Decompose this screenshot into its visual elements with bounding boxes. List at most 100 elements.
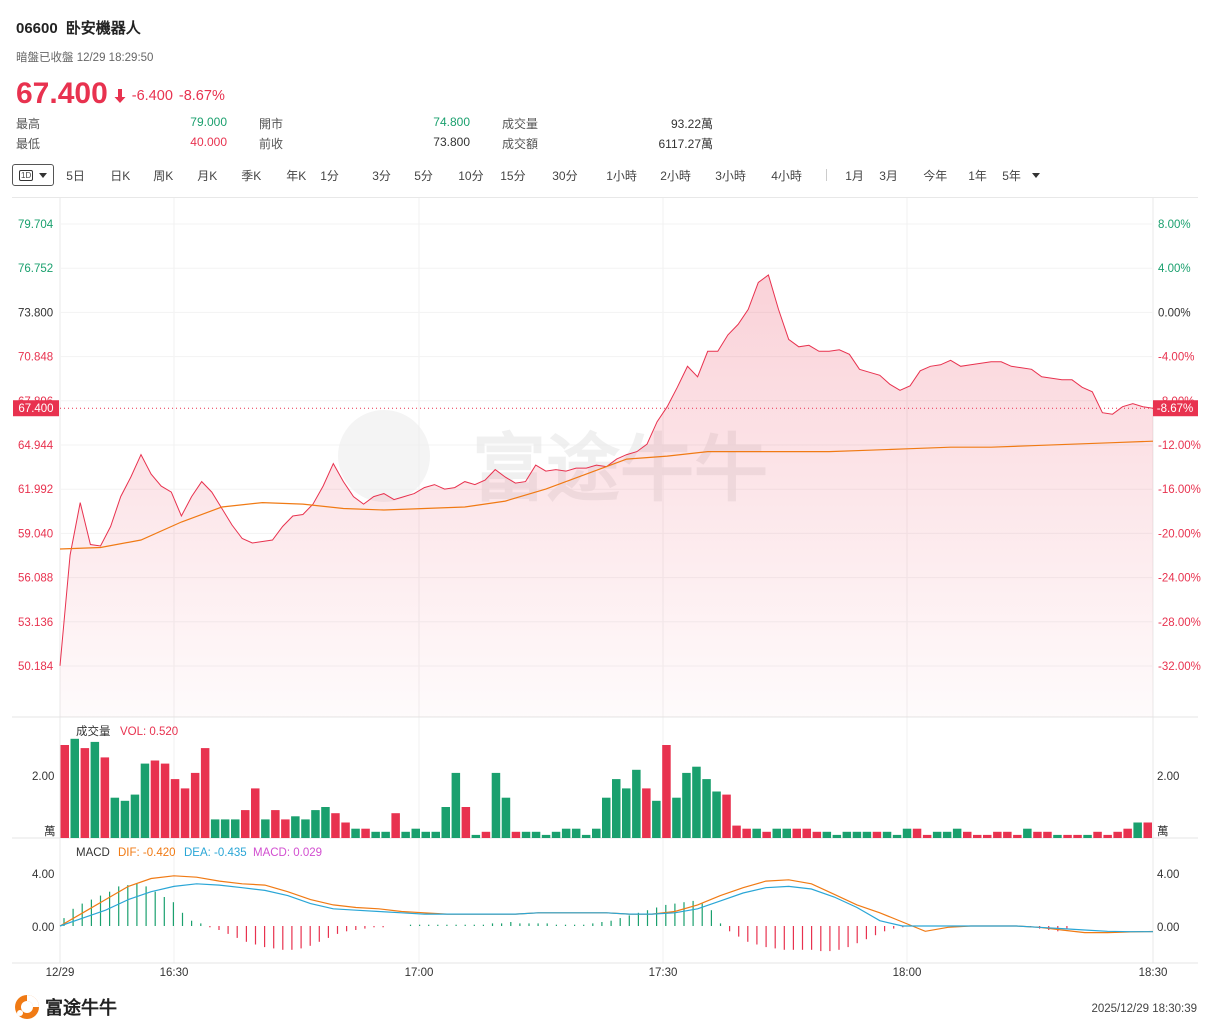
period-tab-range-4[interactable]: 5年 <box>1002 168 1021 183</box>
volume-bar <box>281 819 290 838</box>
volume-bar <box>401 831 410 838</box>
stock-name: 卧安機器人 <box>65 20 141 37</box>
period-tab-0[interactable]: 5日 <box>66 168 85 183</box>
period-tab-4[interactable]: 季K <box>241 168 262 183</box>
period-tab-5[interactable]: 年K <box>286 168 307 183</box>
pct-tick-9: -28.00% <box>1158 617 1201 629</box>
price-row: 67.400 -6.400 -8.67% <box>16 74 225 110</box>
period-tab-range-1[interactable]: 3月 <box>879 168 898 183</box>
period-1d-label: 1D <box>19 169 34 181</box>
volume-bar <box>732 825 741 838</box>
period-tab-range-2[interactable]: 今年 <box>923 168 948 183</box>
period-separator <box>826 169 828 181</box>
macd-histogram <box>63 883 1068 952</box>
period-selector: 1D 5日 日K 周K 月K 季K 年K 1分 3分 5分 10分 15分 30分 1小時 2小時 3小時 4… <box>12 163 1041 187</box>
volume-bar <box>471 834 481 838</box>
volume-bar <box>130 794 140 838</box>
stat-label-high: 最高 <box>16 117 41 131</box>
volume-bar <box>782 828 791 838</box>
volume-bar <box>391 813 400 838</box>
volume-bar <box>722 794 731 838</box>
volume-bar <box>662 745 671 838</box>
stat-label-low: 最低 <box>16 137 41 151</box>
volume-bar <box>1103 834 1112 838</box>
period-tab-3[interactable]: 月K <box>197 168 218 183</box>
stat-value-turnover: 6117.27萬 <box>658 137 714 151</box>
price-change-pct: -8.67% <box>178 88 225 104</box>
macd-dif-line <box>59 875 1154 934</box>
volume-bar <box>160 763 170 838</box>
current-pct-tag-right <box>1153 400 1198 417</box>
volume-bar <box>551 831 561 838</box>
period-tab-11[interactable]: 30分 <box>552 168 578 183</box>
volume-bar <box>602 797 611 838</box>
macd-title: MACD <box>76 847 110 859</box>
current-pct-tag-right-text: -8.67% <box>1157 403 1193 415</box>
period-tab-1[interactable]: 日K <box>110 168 131 183</box>
range-chevron-down-icon[interactable] <box>1032 172 1041 178</box>
period-tab-7[interactable]: 3分 <box>372 168 391 183</box>
volume-bar <box>1123 828 1132 838</box>
period-tab-12[interactable]: 1小時 <box>606 168 637 183</box>
period-tab-13[interactable]: 2小時 <box>660 168 691 183</box>
volume-bar <box>832 834 842 838</box>
time-tick-1: 16:30 <box>160 967 189 978</box>
period-tab-8[interactable]: 5分 <box>414 168 433 183</box>
period-tab-9[interactable]: 10分 <box>458 168 484 183</box>
volume-bar <box>942 831 952 838</box>
volume-bars <box>60 738 1152 838</box>
time-tick-4: 18:00 <box>893 967 922 978</box>
volume-bar <box>932 831 942 838</box>
volume-bar <box>501 797 511 838</box>
intraday-chart: 富途牛牛 79.70476.75273.80070.84867.89664.94… <box>12 198 1201 978</box>
macd-dea-line <box>59 883 1153 933</box>
volume-bar <box>642 788 651 838</box>
macd-hist-value: MACD: 0.029 <box>253 847 322 859</box>
price-tick-9: 53.136 <box>18 617 53 629</box>
volume-bar <box>311 810 320 838</box>
volume-bar <box>902 828 912 838</box>
pct-tick-5: -12.00% <box>1158 440 1201 452</box>
volume-bar <box>170 779 180 838</box>
macd-axis-right-top: 4.00 <box>1157 869 1179 881</box>
current-price: 67.400 <box>16 77 108 110</box>
volume-bar <box>592 828 601 838</box>
volume-bar <box>140 763 150 838</box>
period-tab-2[interactable]: 周K <box>153 168 174 183</box>
volume-bar <box>180 788 190 838</box>
period-tab-14[interactable]: 3小時 <box>715 168 746 183</box>
price-tick-3: 70.848 <box>18 352 53 364</box>
price-tick-1: 76.752 <box>18 263 53 275</box>
volume-bar <box>1003 831 1012 838</box>
period-tab-15[interactable]: 4小時 <box>771 168 802 183</box>
time-tick-0: 12/29 <box>46 967 75 978</box>
time-axis: 12/29 16:30 17:00 17:30 18:00 18:30 <box>46 967 1168 978</box>
volume-bar <box>952 828 962 838</box>
stat-value-prev-close: 73.800 <box>433 135 470 149</box>
period-tab-6[interactable]: 1分 <box>320 168 339 183</box>
stat-label-turnover: 成交額 <box>502 137 539 151</box>
pct-tick-8: -24.00% <box>1158 573 1201 585</box>
volume-bar <box>120 800 130 838</box>
period-tab-10[interactable]: 15分 <box>500 168 526 183</box>
time-tick-5: 18:30 <box>1139 967 1168 978</box>
volume-bar <box>80 748 90 838</box>
stat-value-low: 40.000 <box>190 135 227 149</box>
price-tick-10: 50.184 <box>18 661 54 673</box>
volume-bar <box>200 748 210 838</box>
period-1d-dropdown[interactable]: 1D <box>12 164 55 186</box>
volume-bar <box>421 831 430 838</box>
price-tick-7: 59.040 <box>18 528 53 540</box>
volume-bar <box>632 769 641 838</box>
period-tab-range-3[interactable]: 1年 <box>968 168 987 183</box>
volume-bar <box>271 810 280 838</box>
period-tab-range-0[interactable]: 1月 <box>845 168 864 183</box>
volume-bar <box>571 828 581 838</box>
volume-bar <box>531 831 541 838</box>
volume-bar <box>541 834 551 838</box>
volume-bar <box>1023 828 1032 838</box>
current-price-tag-left <box>13 400 59 417</box>
volume-bar <box>451 772 461 838</box>
footer-logo: 富途牛牛 <box>14 994 117 1020</box>
time-tick-3: 17:30 <box>649 967 678 978</box>
